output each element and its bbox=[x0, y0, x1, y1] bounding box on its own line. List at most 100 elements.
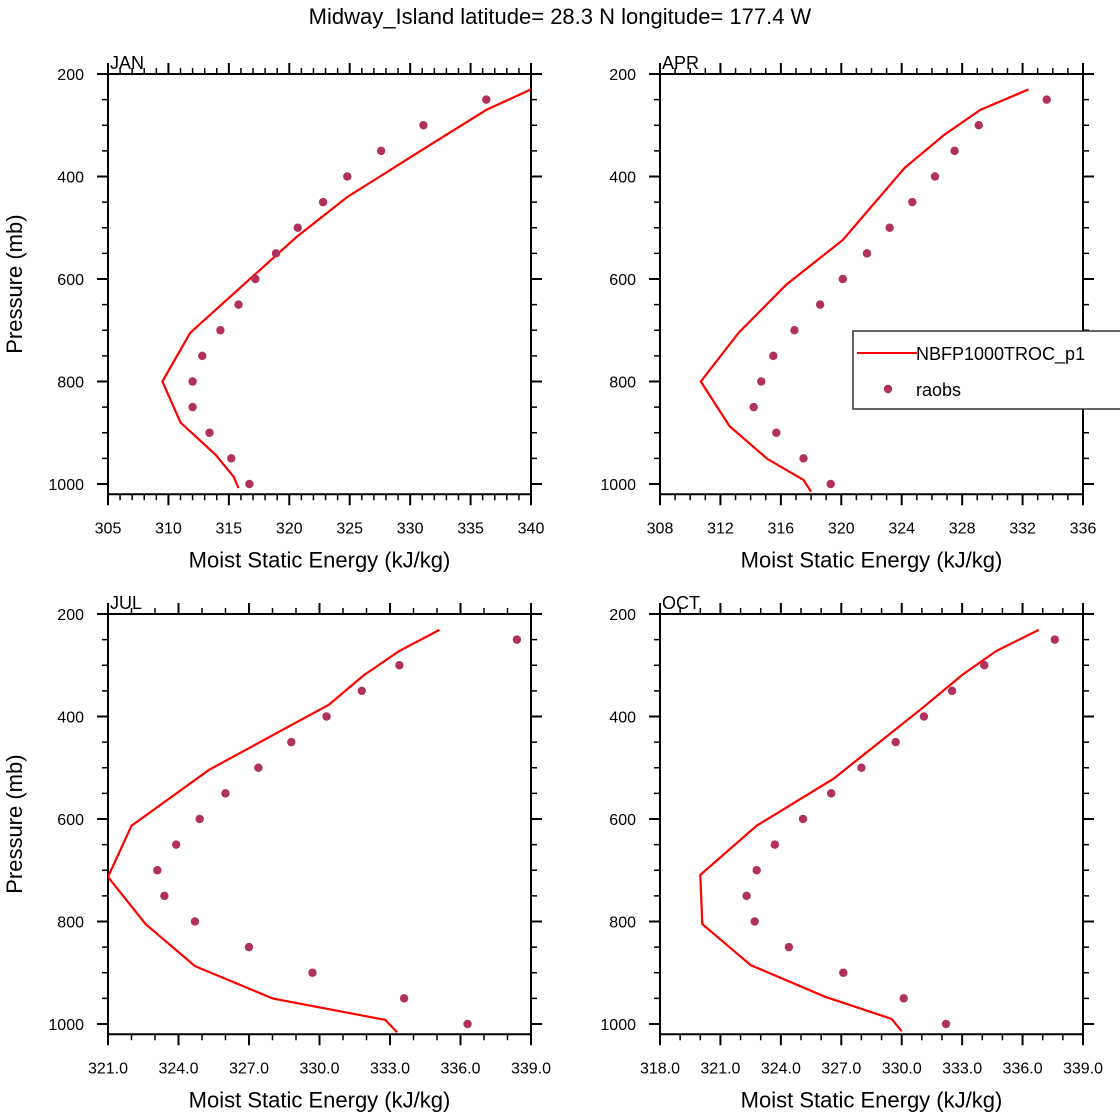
x-tick-label: 310 bbox=[155, 520, 182, 537]
raobs-point bbox=[1050, 635, 1060, 644]
figure-title: Midway_Island latitude= 28.3 N longitude… bbox=[309, 4, 812, 29]
model-line bbox=[699, 628, 1040, 1032]
x-tick-label: 340 bbox=[518, 520, 545, 537]
raobs-point bbox=[857, 763, 866, 772]
x-tick-label: 321.0 bbox=[700, 1060, 740, 1077]
raobs-point bbox=[827, 789, 836, 798]
raobs-point bbox=[899, 994, 908, 1003]
raobs-point bbox=[512, 635, 522, 644]
panel-oct: OCT 318.0 321.0 324.0 327.0 330.0 333.0 336.0 33… bbox=[600, 593, 1103, 1112]
panel-title: APR bbox=[662, 53, 699, 73]
legend-label-model: NBFP1000TROC_p1 bbox=[916, 344, 1085, 365]
raobs-point bbox=[153, 866, 162, 875]
raobs-point bbox=[749, 402, 758, 412]
raobs-point bbox=[784, 942, 794, 952]
raobs-point bbox=[891, 737, 900, 747]
y-tick-label: 200 bbox=[609, 67, 636, 84]
raobs-point bbox=[395, 661, 404, 670]
raobs-point bbox=[769, 351, 778, 361]
raobs-point bbox=[980, 661, 989, 670]
panel-jan: JAN 305 310 315 320 325 330 335 340 200 400 600 800 1… bbox=[2, 53, 544, 572]
raobs-point bbox=[343, 172, 352, 181]
x-tick-label: 327.0 bbox=[229, 1060, 269, 1077]
y-tick-label: 400 bbox=[57, 170, 84, 187]
y-tick-label: 400 bbox=[57, 710, 84, 727]
y-tick-label: 600 bbox=[609, 272, 636, 289]
raobs-point bbox=[188, 402, 197, 412]
x-tick-label: 318.0 bbox=[640, 1060, 680, 1077]
raobs-point bbox=[271, 249, 281, 258]
raobs-point bbox=[826, 479, 835, 489]
x-tick-label: 324 bbox=[888, 520, 915, 537]
raobs-point bbox=[227, 454, 236, 463]
plot-frame bbox=[659, 613, 1084, 1036]
x-tick-label: 324.0 bbox=[158, 1060, 198, 1077]
raobs-point bbox=[947, 686, 957, 696]
raobs-point bbox=[216, 326, 225, 335]
y-tick-label: 1000 bbox=[600, 1017, 636, 1034]
model-line bbox=[108, 628, 440, 1033]
legend-box bbox=[852, 330, 1120, 410]
raobs-point bbox=[195, 814, 204, 824]
raobs-point bbox=[930, 172, 940, 181]
plot-frame bbox=[107, 73, 532, 496]
y-tick-label: 800 bbox=[609, 375, 636, 392]
panel-title: JAN bbox=[110, 53, 144, 73]
raobs-point bbox=[798, 814, 808, 824]
y-tick-label: 600 bbox=[57, 812, 84, 829]
x-tick-label: 324.0 bbox=[761, 1060, 801, 1077]
x-tick-label: 320 bbox=[276, 520, 303, 537]
raobs-point bbox=[790, 326, 799, 335]
plot-frame bbox=[107, 613, 532, 1036]
x-tick-label: 330 bbox=[397, 520, 424, 537]
x-tick-label: 316 bbox=[768, 520, 795, 537]
raobs-point bbox=[463, 1019, 472, 1029]
raobs-point bbox=[376, 146, 386, 156]
raobs-point bbox=[770, 840, 780, 849]
raobs-point bbox=[885, 223, 894, 232]
panel-title: OCT bbox=[662, 593, 700, 613]
x-tick-label: 305 bbox=[95, 520, 122, 537]
raobs-point bbox=[815, 300, 825, 309]
y-axis-label: Pressure (mb) bbox=[2, 214, 27, 353]
x-tick-label: 312 bbox=[707, 520, 734, 537]
raobs-point bbox=[950, 146, 959, 156]
legend-label-raobs: raobs bbox=[916, 380, 961, 400]
raobs-point bbox=[941, 1019, 951, 1029]
raobs-point bbox=[234, 300, 243, 309]
raobs-point bbox=[862, 249, 872, 258]
raobs-point bbox=[188, 377, 197, 386]
y-tick-label: 400 bbox=[609, 710, 636, 727]
y-tick-label: 200 bbox=[57, 607, 84, 624]
x-tick-label: 332 bbox=[1009, 520, 1036, 537]
model-line bbox=[699, 88, 1030, 493]
x-tick-label: 330.0 bbox=[299, 1060, 339, 1077]
legend-dot-swatch bbox=[883, 384, 893, 394]
y-axis-label: Pressure (mb) bbox=[2, 754, 27, 893]
raobs-point bbox=[322, 712, 331, 721]
plot-frame bbox=[659, 73, 1084, 496]
y-tick-label: 800 bbox=[57, 375, 84, 392]
x-tick-label: 328 bbox=[949, 520, 976, 537]
raobs-point bbox=[974, 121, 983, 130]
x-tick-label: 315 bbox=[216, 520, 243, 537]
raobs-point bbox=[919, 712, 929, 721]
x-tick-label: 339.0 bbox=[1063, 1060, 1103, 1077]
panel-jul: JUL 321.0 324.0 327.0 330.0 333.0 336.0 339.0 20… bbox=[2, 593, 551, 1112]
x-tick-label: 335 bbox=[457, 520, 484, 537]
y-tick-label: 200 bbox=[57, 67, 84, 84]
raobs-point bbox=[772, 428, 781, 437]
raobs-point bbox=[287, 737, 296, 747]
x-tick-label: 333.0 bbox=[942, 1060, 982, 1077]
raobs-point bbox=[171, 840, 181, 849]
raobs-point bbox=[198, 351, 207, 361]
raobs-point bbox=[245, 479, 254, 489]
raobs-point bbox=[190, 917, 200, 926]
series-group bbox=[108, 628, 522, 1033]
raobs-point bbox=[221, 789, 230, 798]
series-group bbox=[161, 88, 531, 489]
x-tick-label: 321.0 bbox=[88, 1060, 128, 1077]
x-tick-label: 333.0 bbox=[370, 1060, 410, 1077]
raobs-point bbox=[757, 377, 766, 386]
x-axis-label: Moist Static Energy (kJ/kg) bbox=[189, 547, 451, 572]
